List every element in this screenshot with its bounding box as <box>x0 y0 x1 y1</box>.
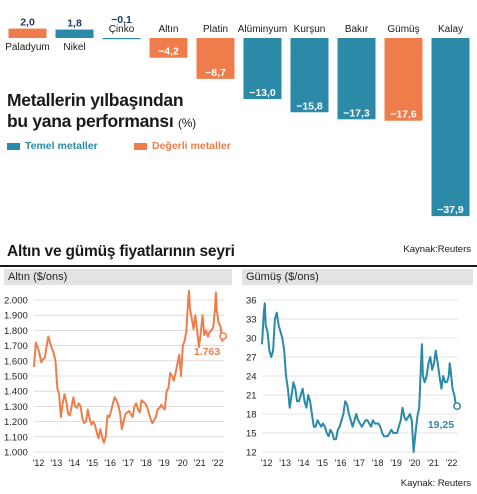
section-divider <box>0 265 477 267</box>
bar-category-label: Platin <box>203 24 228 35</box>
bar-bakır <box>337 38 376 120</box>
bar-title-line1: Metallerin yılbaşından <box>7 90 184 110</box>
bar-title-line2: bu yana performansı <box>7 111 174 131</box>
y-tick-label: 33 <box>246 315 257 326</box>
bar-value-label: −8,7 <box>205 67 226 79</box>
bar-value-label: −15,8 <box>296 100 323 112</box>
legend-swatch-base <box>7 142 20 150</box>
x-tick-label: '13 <box>51 458 63 468</box>
price-line <box>33 289 225 444</box>
last-point-marker <box>453 402 462 411</box>
y-tick-label: 1.400 <box>4 387 28 398</box>
bar-category-label: Kurşun <box>294 24 326 35</box>
x-tick-label: '15 <box>86 458 98 468</box>
x-tick-label: '22 <box>446 458 458 468</box>
bar-category-label: Kalay <box>438 24 463 35</box>
last-value-label: 1.763 <box>194 346 220 358</box>
y-tick-label: 1.100 <box>4 432 28 443</box>
bar-alüminyum <box>243 38 282 100</box>
x-tick-label: '21 <box>194 458 206 468</box>
x-tick-label: '16 <box>104 458 116 468</box>
bar-paladyum <box>8 28 47 38</box>
last-value-label: 19,25 <box>428 419 454 431</box>
price-line <box>261 302 458 453</box>
bar-kurşun <box>290 38 329 113</box>
bar-category-label: Alüminyum <box>238 24 287 35</box>
y-tick-label: 1.600 <box>4 356 28 367</box>
x-tick-label: '14 <box>68 458 80 468</box>
y-tick-label: 1.300 <box>4 402 28 413</box>
legend-swatch-precious <box>134 142 147 150</box>
bar-nikel <box>55 29 94 38</box>
x-tick-label: '18 <box>140 458 152 468</box>
y-tick-label: 30 <box>246 334 257 345</box>
bar-chart-title: Metallerin yılbaşından bu yana performan… <box>7 90 196 134</box>
bar-gümüş <box>384 38 423 121</box>
gold-panel-title: Altın ($/ons) <box>4 269 232 285</box>
price-line-charts: 1.000 1.100 1.200 1.300 1.400 1.500 1.600 1.700… <box>4 289 462 468</box>
x-tick-label: '15 <box>316 458 328 468</box>
bar-category-label: Nikel <box>63 42 85 53</box>
y-tick-label: 1.200 <box>4 417 28 428</box>
bar-value-label: −17,3 <box>343 107 370 119</box>
y-tick-label: 36 <box>246 296 257 307</box>
x-tick-label: '18 <box>372 458 384 468</box>
source-top: Kaynak:Reuters <box>403 244 471 255</box>
x-tick-label: '17 <box>122 458 134 468</box>
y-tick-label: 18 <box>246 410 257 421</box>
bar-value-label: −4,2 <box>158 46 179 58</box>
line-section-title: Altın ve gümüş fiyatlarının seyri <box>7 243 235 260</box>
y-tick-label: 12 <box>246 448 257 459</box>
source-bottom: Kaynak: Reuters <box>400 478 471 489</box>
x-tick-label: '14 <box>298 458 310 468</box>
x-tick-label: '22 <box>212 458 224 468</box>
y-tick-label: 1.900 <box>4 311 28 322</box>
bar-value-label: −37,9 <box>437 204 464 216</box>
x-tick-label: '19 <box>158 458 170 468</box>
y-tick-label: 21 <box>246 391 257 402</box>
bar-category-label: Bakır <box>345 24 369 35</box>
x-tick-label: '13 <box>279 458 291 468</box>
bar-value-label: −0,1 <box>111 14 132 26</box>
bar-value-label: 1,8 <box>67 18 82 30</box>
x-tick-label: '12 <box>261 458 273 468</box>
x-tick-label: '16 <box>335 458 347 468</box>
bar-category-label: Gümüş <box>387 24 419 35</box>
y-tick-label: 1.800 <box>4 326 28 337</box>
y-tick-label: 1.000 <box>4 448 28 459</box>
x-tick-label: '17 <box>353 458 365 468</box>
x-tick-label: '21 <box>427 458 439 468</box>
bar-value-label: −17,6 <box>390 109 417 121</box>
x-tick-label: '19 <box>390 458 402 468</box>
legend-label-precious: Değerli metaller <box>152 140 231 152</box>
x-tick-label: '20 <box>176 458 188 468</box>
bar-category-label: Paladyum <box>5 42 49 53</box>
y-tick-label: 1.700 <box>4 341 28 352</box>
bar-çinko <box>102 38 141 40</box>
metals-bar-chart: 2,0 Paladyum 1,8 Nikel Çinko−0,1 Altın −4,2 Pla… <box>5 14 470 217</box>
last-point-marker <box>219 332 228 340</box>
legend-precious-metals: Değerli metaller <box>134 140 231 152</box>
bar-altın <box>149 38 188 58</box>
bar-platin <box>196 38 235 79</box>
bar-kalay <box>431 38 470 217</box>
silver-panel-title: Gümüş ($/ons) <box>242 269 473 285</box>
y-tick-label: 15 <box>246 429 257 440</box>
legend-base-metals: Temel metaller <box>7 140 98 152</box>
bar-category-label: Çinko <box>109 24 135 35</box>
bar-category-label: Altın <box>158 24 178 35</box>
y-tick-label: 2.000 <box>4 296 28 307</box>
bar-title-unit: (%) <box>178 116 196 130</box>
y-tick-label: 24 <box>246 372 257 383</box>
x-tick-label: '12 <box>33 458 45 468</box>
y-tick-label: 27 <box>246 353 257 364</box>
bar-value-label: 2,0 <box>20 17 35 29</box>
legend-label-base: Temel metaller <box>25 140 98 152</box>
bar-value-label: −13,0 <box>249 87 276 99</box>
y-tick-label: 1.500 <box>4 372 28 383</box>
x-tick-label: '20 <box>409 458 421 468</box>
